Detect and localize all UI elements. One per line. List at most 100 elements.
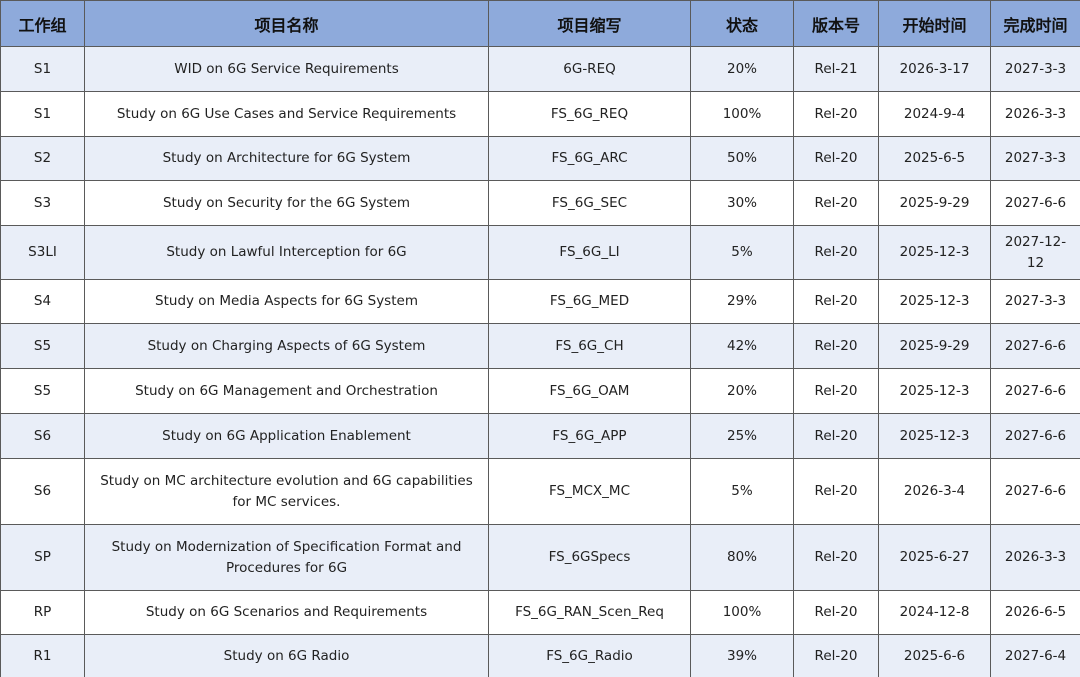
table-cell: S6 — [0, 458, 85, 525]
table-cell: 2025-12-3 — [878, 225, 991, 280]
table-cell: Rel-20 — [793, 180, 879, 226]
table-cell: Rel-20 — [793, 136, 879, 181]
column-header: 完成时间 — [990, 0, 1080, 47]
table-row: S6 Study on 6G Application Enablement FS_6… — [0, 413, 1080, 459]
column-header: 工作组 — [0, 0, 85, 47]
table-cell: Study on 6G Management and Orchestration — [84, 368, 489, 414]
table-cell: FS_6G_SEC — [488, 180, 691, 226]
table-cell: 2026-3-3 — [990, 524, 1080, 591]
table-cell: 30% — [690, 180, 794, 226]
table-cell: FS_MCX_MC — [488, 458, 691, 525]
table-row: S1 Study on 6G Use Cases and Service Requ… — [0, 91, 1080, 137]
table-cell: 2027-6-6 — [990, 180, 1080, 226]
table-cell: 100% — [690, 590, 794, 635]
table-cell: 20% — [690, 46, 794, 92]
table-cell: 20% — [690, 368, 794, 414]
table-cell: S3 — [0, 180, 85, 226]
table-row: R1 Study on 6G Radio FS_6G_Radio 39% Rel-20 2… — [0, 634, 1080, 677]
table-cell: 2025-12-3 — [878, 279, 991, 324]
table-cell: 2027-3-3 — [990, 46, 1080, 92]
table-cell: 2027-12-12 — [990, 225, 1080, 280]
table-cell: Rel-20 — [793, 634, 879, 677]
table-row: S4 Study on Media Aspects for 6G System FS… — [0, 279, 1080, 324]
table-cell: 50% — [690, 136, 794, 181]
table-cell: S5 — [0, 323, 85, 369]
table-cell: FS_6G_RAN_Scen_Req — [488, 590, 691, 635]
table-cell: Study on 6G Application Enablement — [84, 413, 489, 459]
table-cell: Study on Modernization of Specification … — [84, 524, 489, 591]
table-cell: 2026-3-17 — [878, 46, 991, 92]
table-cell: RP — [0, 590, 85, 635]
table-cell: 39% — [690, 634, 794, 677]
table-cell: R1 — [0, 634, 85, 677]
table-row: S2 Study on Architecture for 6G System FS_… — [0, 136, 1080, 181]
table-cell: 2026-3-3 — [990, 91, 1080, 137]
column-header: 项目缩写 — [488, 0, 691, 47]
table-cell: Rel-20 — [793, 368, 879, 414]
table-cell: Rel-20 — [793, 458, 879, 525]
table-cell: 2027-6-6 — [990, 413, 1080, 459]
table-cell: S2 — [0, 136, 85, 181]
table-cell: 2027-6-6 — [990, 368, 1080, 414]
table-cell: 2025-12-3 — [878, 413, 991, 459]
table-cell: 2025-9-29 — [878, 323, 991, 369]
table-cell: Study on 6G Scenarios and Requirements — [84, 590, 489, 635]
table-cell: FS_6G_APP — [488, 413, 691, 459]
table-cell: 2025-6-5 — [878, 136, 991, 181]
table-cell: 6G-REQ — [488, 46, 691, 92]
table-cell: 25% — [690, 413, 794, 459]
table-cell: Rel-20 — [793, 91, 879, 137]
table-row: S5 Study on 6G Management and Orchestrati… — [0, 368, 1080, 414]
table-row: S1 WID on 6G Service Requirements 6G-REQ 20… — [0, 46, 1080, 92]
table-row: S3LI Study on Lawful Interception for 6G F… — [0, 225, 1080, 280]
table-cell: 2024-9-4 — [878, 91, 991, 137]
header-row: 工作组 项目名称 项目缩写 状态 版本号 开始时间 完成时间 — [0, 0, 1080, 47]
table-cell: FS_6GSpecs — [488, 524, 691, 591]
table-cell: Study on 6G Radio — [84, 634, 489, 677]
table-cell: Study on Security for the 6G System — [84, 180, 489, 226]
table-cell: 2025-9-29 — [878, 180, 991, 226]
table-cell: 2027-3-3 — [990, 136, 1080, 181]
table-cell: FS_6G_REQ — [488, 91, 691, 137]
table-cell: 2026-6-5 — [990, 590, 1080, 635]
table-cell: 2025-6-27 — [878, 524, 991, 591]
table-row: S6 Study on MC architecture evolution and… — [0, 458, 1080, 525]
table-cell: 2025-12-3 — [878, 368, 991, 414]
table-cell: S6 — [0, 413, 85, 459]
table-cell: Rel-20 — [793, 279, 879, 324]
table-cell: 80% — [690, 524, 794, 591]
table-cell: Rel-20 — [793, 524, 879, 591]
table-cell: Rel-20 — [793, 413, 879, 459]
column-header: 状态 — [690, 0, 794, 47]
column-header: 开始时间 — [878, 0, 991, 47]
table-cell: 2024-12-8 — [878, 590, 991, 635]
table-cell: 2025-6-6 — [878, 634, 991, 677]
table-cell: 100% — [690, 91, 794, 137]
column-header: 版本号 — [793, 0, 879, 47]
table-cell: S4 — [0, 279, 85, 324]
table-cell: Study on Architecture for 6G System — [84, 136, 489, 181]
table-cell: 2027-6-6 — [990, 323, 1080, 369]
table-row: S3 Study on Security for the 6G System FS_… — [0, 180, 1080, 226]
table-cell: Study on Lawful Interception for 6G — [84, 225, 489, 280]
table-cell: FS_6G_OAM — [488, 368, 691, 414]
table-cell: 5% — [690, 458, 794, 525]
table-row: RP Study on 6G Scenarios and Requirements… — [0, 590, 1080, 635]
table-cell: SP — [0, 524, 85, 591]
table-cell: Rel-20 — [793, 225, 879, 280]
table-cell: S1 — [0, 46, 85, 92]
table-cell: 42% — [690, 323, 794, 369]
table-cell: Study on 6G Use Cases and Service Requir… — [84, 91, 489, 137]
table-cell: FS_6G_MED — [488, 279, 691, 324]
table-cell: 29% — [690, 279, 794, 324]
table-cell: S3LI — [0, 225, 85, 280]
table-cell: Rel-20 — [793, 590, 879, 635]
table-cell: Rel-21 — [793, 46, 879, 92]
table-cell: 2027-6-4 — [990, 634, 1080, 677]
table-cell: Study on Charging Aspects of 6G System — [84, 323, 489, 369]
table-cell: Study on Media Aspects for 6G System — [84, 279, 489, 324]
table-cell: WID on 6G Service Requirements — [84, 46, 489, 92]
table-cell: S5 — [0, 368, 85, 414]
